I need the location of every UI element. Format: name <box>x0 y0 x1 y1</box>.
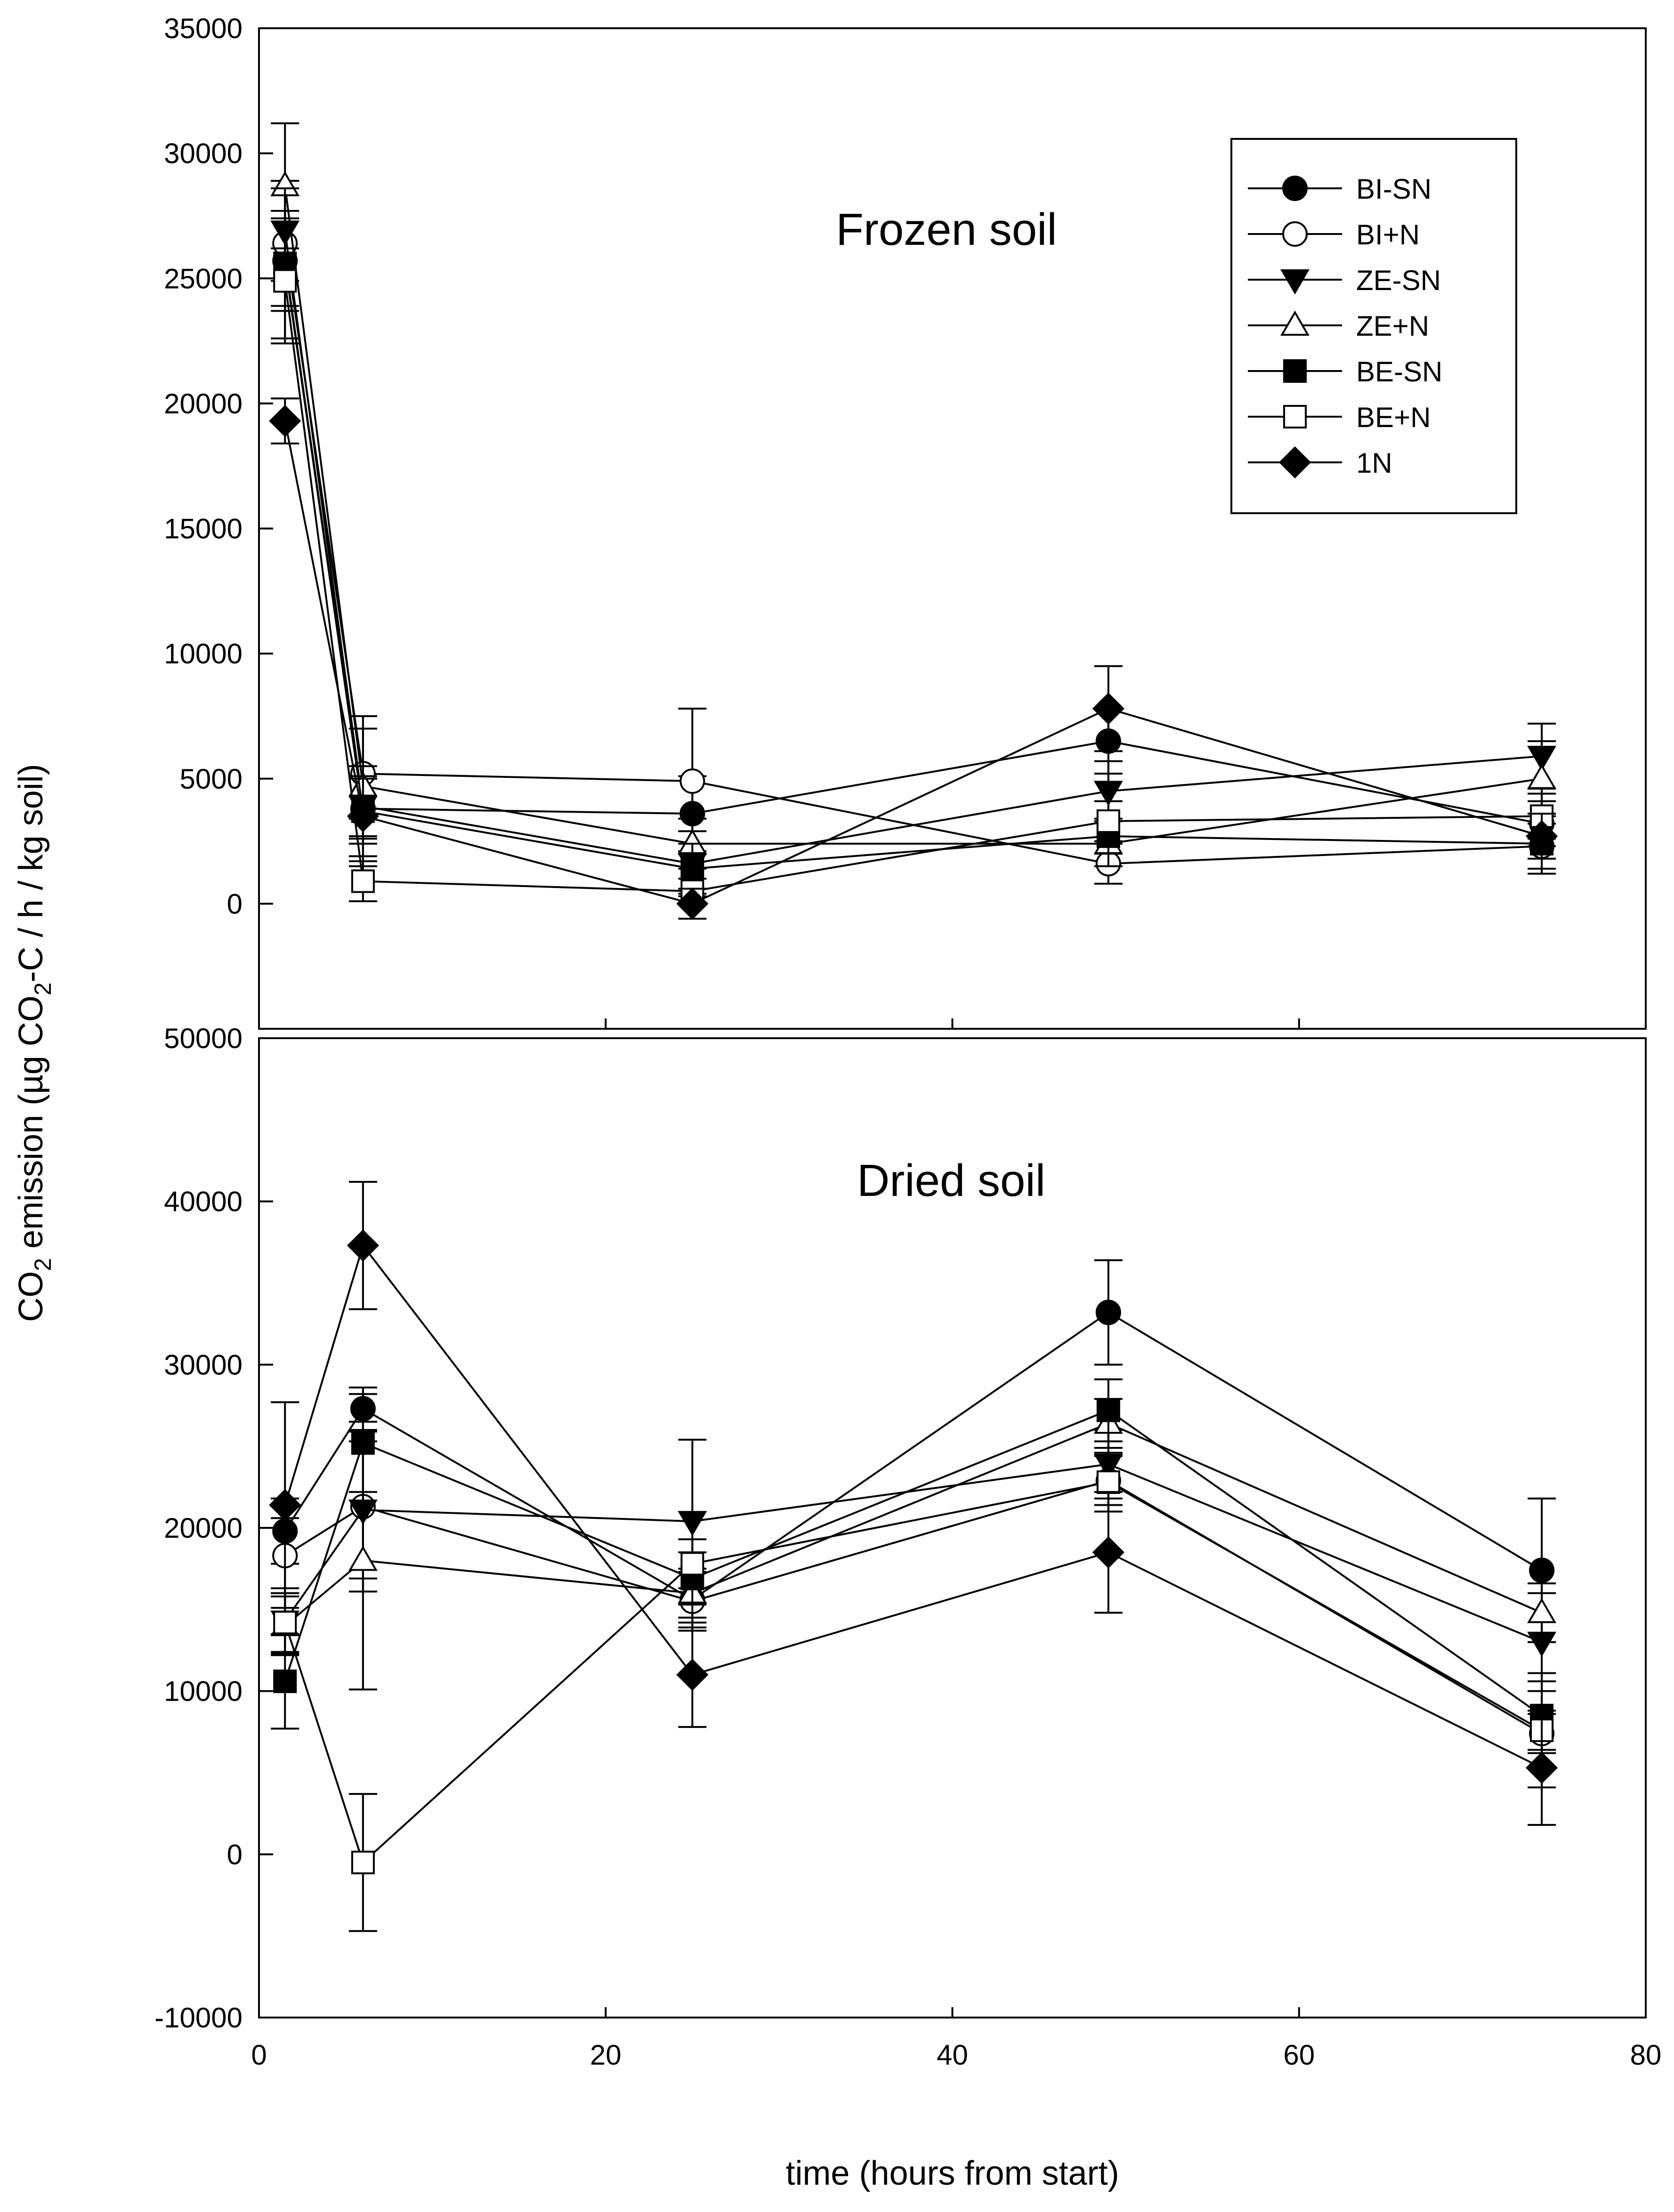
legend-label: ZE-SN <box>1356 265 1441 296</box>
data-point-1n <box>269 1489 301 1521</box>
legend-marker-ze-sn <box>1280 269 1310 295</box>
series-zeplusn <box>270 1398 1557 1691</box>
legend-marker-be-sn <box>1283 359 1307 383</box>
series-line <box>284 1422 1542 1627</box>
x-axis: 0 20 40 60 80 time (hours from start) <box>251 2039 1661 2192</box>
y-tick-label: 35000 <box>164 13 243 44</box>
y-axis-title-part: emission (µg CO <box>12 995 50 1258</box>
x-tick-label: 60 <box>1283 2039 1315 2071</box>
series-1n <box>269 1181 1558 1826</box>
y-tick-label: 10000 <box>164 1676 243 1707</box>
data-point-bi-sn <box>1095 1300 1121 1325</box>
x-tick-label: 80 <box>1630 2039 1662 2071</box>
legend-label: BE-SN <box>1356 356 1442 388</box>
data-point-beplusn <box>680 1552 704 1576</box>
legend-marker-zeplusn <box>1280 310 1310 336</box>
data-point-ze-sn <box>1093 781 1123 806</box>
data-point-beplusn <box>273 269 297 293</box>
legend-item-1n: 1N <box>1248 446 1392 479</box>
data-point-ze-sn <box>678 1511 707 1536</box>
y-tick-label: 0 <box>227 888 243 920</box>
data-point-beplusn <box>351 1850 375 1874</box>
data-point-1n <box>1092 692 1124 725</box>
legend-item-biplusn: BI+N <box>1248 219 1420 250</box>
data-point-beplusn <box>1096 1470 1120 1494</box>
y-tick-label: 5000 <box>180 763 243 795</box>
y-axis-title-part: -C / h / kg soil) <box>12 764 50 982</box>
panel-frozen: 0 5000 10000 15000 20000 25000 30000 35000 Froze… <box>164 13 1647 1030</box>
legend-marker-1n <box>1278 446 1311 479</box>
y-tick-label: 20000 <box>164 1512 243 1544</box>
series-biplusn <box>271 1421 1556 1754</box>
legend-marker-beplusn <box>1283 405 1307 428</box>
data-point-beplusn <box>1096 809 1120 833</box>
legend-item-zeplusn: ZE+N <box>1248 310 1429 342</box>
data-point-beplusn <box>273 1611 297 1635</box>
x-tick-label: 0 <box>251 2039 267 2071</box>
y-tick-label: 30000 <box>164 1349 243 1380</box>
y-tick-label: 25000 <box>164 263 243 294</box>
legend-item-beplusn: BE+N <box>1248 402 1431 433</box>
legend-marker-bi-sn <box>1282 176 1308 201</box>
data-point-beplusn <box>351 869 375 893</box>
series-bi-sn <box>271 1259 1556 1643</box>
legend-marker-biplusn <box>1282 221 1308 247</box>
y-axis-title: CO2 emission (µg CO2-C / h / kg soil) <box>12 764 56 1322</box>
series-line <box>284 1409 1543 1717</box>
y-tick-label: 20000 <box>164 388 243 420</box>
legend-label: 1N <box>1356 447 1392 479</box>
data-point-1n <box>1526 820 1558 853</box>
data-point-1n <box>347 1229 379 1262</box>
data-point-zeplusn <box>1527 1598 1557 1623</box>
y-axis-title-subscript: 2 <box>30 982 56 995</box>
series-line <box>284 1463 1542 1643</box>
panel-title-frozen: Frozen soil <box>836 204 1057 255</box>
legend-item-be-sn: BE-SN <box>1248 356 1442 388</box>
data-point-1n <box>347 800 379 832</box>
series-line <box>284 1479 1543 1735</box>
legend-item-bi-sn: BI-SN <box>1248 173 1431 205</box>
y-axis-title-subscript: 2 <box>30 1258 56 1271</box>
y-tick-label: 40000 <box>164 1186 243 1218</box>
series-1n <box>269 397 1558 920</box>
legend-item-ze-sn: ZE-SN <box>1248 265 1441 296</box>
legend-label: BE+N <box>1356 402 1431 433</box>
legend-label: BI-SN <box>1356 173 1431 205</box>
y-tick-label: 50000 <box>164 1023 243 1054</box>
data-point-zeplusn <box>348 1545 378 1571</box>
panel-dried: -10000 0 10000 20000 30000 40000 50000 Dried so… <box>154 1023 1647 2034</box>
series-be-sn <box>271 1378 1556 1751</box>
data-point-bi-sn <box>1529 1558 1555 1583</box>
x-axis-title: time (hours from start) <box>785 2155 1119 2192</box>
y-axis-title-part: CO <box>12 1271 50 1322</box>
data-point-biplusn <box>679 768 705 794</box>
data-point-be-sn <box>1096 1398 1120 1422</box>
y-tick-label: 15000 <box>164 513 243 545</box>
y-tick-label: 10000 <box>164 638 243 670</box>
data-point-1n <box>676 1658 709 1691</box>
x-tick-label: 40 <box>937 2039 968 2071</box>
data-point-be-sn <box>273 1669 297 1693</box>
y-tick-label: 30000 <box>164 138 243 170</box>
data-point-1n <box>1526 1752 1558 1784</box>
legend-label: BI+N <box>1356 219 1420 250</box>
x-tick-label: 20 <box>590 2039 622 2071</box>
data-point-1n <box>269 404 301 437</box>
series-beplusn <box>271 1452 1556 1932</box>
legend: BI-SN BI+N ZE-SN ZE+N BE-SN BE+N 1N <box>1230 138 1517 514</box>
series-ze-sn <box>270 1429 1557 1692</box>
data-point-be-sn <box>351 1431 375 1455</box>
data-point-1n <box>676 888 709 920</box>
data-point-1n <box>1092 1536 1124 1569</box>
y-tick-label: 0 <box>227 1839 243 1870</box>
panel-title-dried: Dried soil <box>857 1155 1045 1206</box>
data-point-be-sn <box>680 857 704 880</box>
series-line <box>284 1243 1543 1769</box>
data-point-zeplusn <box>1527 764 1557 789</box>
y-tick-label: -10000 <box>154 2002 243 2034</box>
series-line <box>284 1311 1543 1601</box>
legend-label: ZE+N <box>1356 310 1429 342</box>
